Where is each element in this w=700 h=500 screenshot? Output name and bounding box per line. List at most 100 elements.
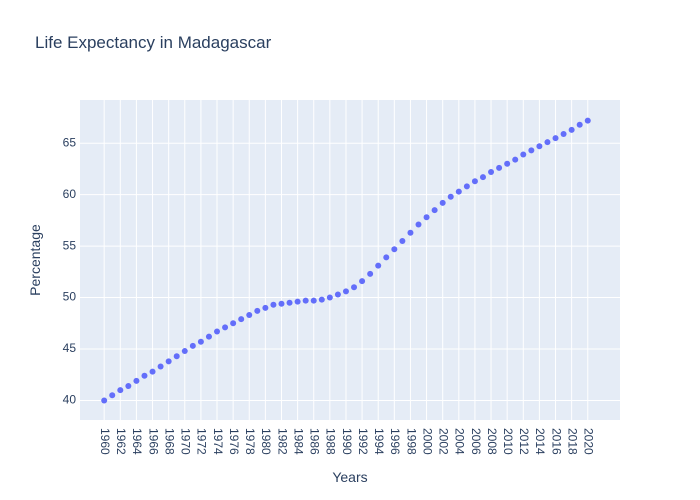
data-point xyxy=(504,160,511,167)
data-point xyxy=(407,229,414,236)
x-tick-label: 1992 xyxy=(356,428,370,455)
data-point xyxy=(133,377,140,384)
y-tick-label: 50 xyxy=(63,290,77,304)
data-point xyxy=(294,298,301,305)
x-tick-label: 1994 xyxy=(372,428,386,455)
x-tick-label: 1986 xyxy=(308,428,322,455)
y-tick-label: 45 xyxy=(63,341,77,355)
x-tick-label: 1996 xyxy=(388,428,402,455)
data-point xyxy=(375,262,382,269)
x-tick-label: 2020 xyxy=(582,428,596,455)
x-tick-label: 2016 xyxy=(549,428,563,455)
x-axis-title: Years xyxy=(332,469,367,485)
data-point xyxy=(270,301,277,308)
data-point xyxy=(431,207,438,214)
y-tick-labels: 40 45 50 55 60 65 xyxy=(63,135,77,406)
data-point xyxy=(109,392,116,399)
data-point xyxy=(125,383,132,390)
y-tick-label: 65 xyxy=(63,135,77,149)
data-point xyxy=(197,338,204,345)
data-point xyxy=(455,188,462,195)
data-point xyxy=(552,135,559,142)
data-point xyxy=(383,254,390,261)
data-point xyxy=(222,324,229,331)
data-point xyxy=(157,363,164,370)
data-point xyxy=(278,300,285,307)
x-tick-label: 1976 xyxy=(227,428,241,455)
data-point xyxy=(544,139,551,146)
data-point xyxy=(230,320,237,327)
data-point xyxy=(238,316,245,323)
x-tick-label: 1964 xyxy=(130,428,144,455)
data-point xyxy=(488,169,495,176)
data-point xyxy=(576,121,583,128)
x-tick-label: 1972 xyxy=(195,428,209,455)
y-tick-label: 40 xyxy=(63,393,77,407)
data-point xyxy=(447,193,454,200)
x-tick-label: 1980 xyxy=(259,428,273,455)
x-tick-label: 1968 xyxy=(162,428,176,455)
data-point xyxy=(117,387,124,394)
data-point xyxy=(181,348,188,355)
x-tick-label: 2006 xyxy=(469,428,483,455)
data-point xyxy=(351,284,358,291)
x-tick-label: 1970 xyxy=(179,428,193,455)
data-point xyxy=(496,164,503,171)
data-point xyxy=(318,296,325,303)
x-tick-label: 1984 xyxy=(291,428,305,455)
x-tick-labels: 1960 1962 1964 1966 1968 1970 1972 1974 1976 1978… xyxy=(98,428,596,455)
data-point xyxy=(359,278,366,285)
data-point xyxy=(302,297,309,304)
x-tick-label: 1966 xyxy=(146,428,160,455)
data-point xyxy=(101,397,108,404)
data-point xyxy=(334,291,341,298)
data-point xyxy=(141,372,148,379)
data-point xyxy=(536,143,543,150)
data-point xyxy=(512,156,519,163)
data-point xyxy=(149,368,156,375)
data-point xyxy=(262,304,269,311)
data-point xyxy=(479,174,486,181)
x-tick-label: 1978 xyxy=(243,428,257,455)
x-tick-label: 2018 xyxy=(565,428,579,455)
x-tick-label: 2002 xyxy=(437,428,451,455)
data-point xyxy=(463,183,470,190)
data-point xyxy=(205,333,212,340)
data-points xyxy=(101,117,591,404)
y-axis-title: Percentage xyxy=(27,224,43,296)
data-point xyxy=(286,299,293,306)
x-tick-label: 1960 xyxy=(98,428,112,455)
x-tick-label: 2012 xyxy=(517,428,531,455)
data-point xyxy=(471,178,478,185)
data-point xyxy=(326,294,333,301)
chart-title: Life Expectancy in Madagascar xyxy=(35,33,272,52)
data-point xyxy=(399,237,406,244)
data-point xyxy=(584,117,591,124)
y-tick-label: 60 xyxy=(63,187,77,201)
data-point xyxy=(520,151,527,158)
y-tick-label: 55 xyxy=(63,238,77,252)
x-tick-label: 2008 xyxy=(485,428,499,455)
x-tick-label: 1982 xyxy=(275,428,289,455)
x-tick-label: 1962 xyxy=(114,428,128,455)
data-point xyxy=(439,199,446,206)
x-tick-label: 2000 xyxy=(420,428,434,455)
x-tick-label: 2014 xyxy=(533,428,547,455)
x-tick-label: 1974 xyxy=(211,428,225,455)
data-point xyxy=(568,126,575,133)
x-tick-label: 2004 xyxy=(453,428,467,455)
data-point xyxy=(189,342,196,349)
x-tick-label: 1988 xyxy=(324,428,338,455)
data-point xyxy=(165,358,172,365)
x-tick-label: 1990 xyxy=(340,428,354,455)
x-tick-label: 2010 xyxy=(501,428,515,455)
data-point xyxy=(246,312,253,319)
plot-area xyxy=(80,100,620,420)
data-point xyxy=(254,307,261,314)
data-point xyxy=(367,270,374,277)
x-gridlines xyxy=(103,100,589,420)
x-tick-label: 1998 xyxy=(404,428,418,455)
y-gridlines xyxy=(80,142,620,401)
data-point xyxy=(560,130,567,137)
